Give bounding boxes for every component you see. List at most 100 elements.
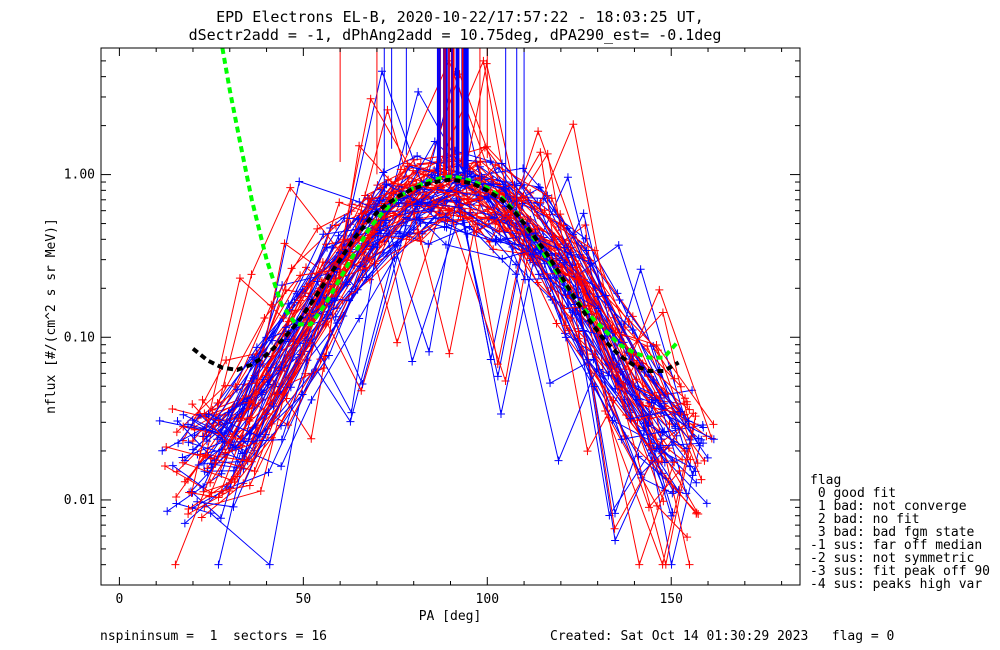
x-tick-label: 0	[115, 592, 123, 607]
data-point	[344, 296, 353, 305]
data-point	[213, 398, 222, 407]
data-point	[267, 419, 276, 428]
data-point	[657, 435, 666, 444]
data-point	[235, 274, 244, 283]
data-point	[188, 416, 197, 425]
data-point	[685, 405, 694, 414]
data-point	[654, 458, 663, 467]
data-point	[384, 175, 393, 184]
legend-entry: 1 bad: not converge	[810, 499, 967, 514]
data-point	[366, 94, 375, 103]
data-point	[273, 390, 282, 399]
data-point	[702, 432, 711, 441]
data-point	[383, 105, 392, 114]
data-point	[550, 232, 559, 241]
data-point	[633, 395, 642, 404]
data-point	[184, 438, 193, 447]
data-point	[279, 314, 288, 323]
data-point	[668, 456, 677, 465]
y-tick-label: 1.00	[64, 168, 95, 183]
data-point	[667, 511, 676, 520]
data-point	[198, 395, 207, 404]
data-point	[709, 435, 718, 444]
data-point	[497, 159, 506, 168]
data-point	[563, 173, 572, 182]
data-point	[543, 149, 552, 158]
data-point	[413, 152, 422, 161]
data-point	[171, 560, 180, 569]
data-point	[611, 328, 620, 337]
data-point	[611, 536, 620, 545]
x-tick-label: 150	[659, 592, 682, 607]
data-point	[626, 414, 635, 423]
data-point	[503, 212, 512, 221]
data-point	[346, 417, 355, 426]
data-point	[658, 427, 667, 436]
data-point	[699, 423, 708, 432]
data-point	[335, 198, 344, 207]
data-point	[582, 355, 591, 364]
data-point	[685, 462, 694, 471]
data-point	[560, 243, 569, 252]
data-point	[427, 207, 436, 216]
data-point	[416, 219, 425, 228]
data-point	[697, 475, 706, 484]
data-point	[676, 407, 685, 416]
x-tick-label: 100	[476, 592, 499, 607]
data-point	[586, 259, 595, 268]
data-point	[280, 239, 289, 248]
data-point	[610, 524, 619, 533]
data-point	[347, 408, 356, 417]
data-point	[455, 203, 464, 212]
data-point	[569, 120, 578, 129]
data-point	[452, 187, 461, 196]
legend-entry: 0 good fit	[810, 486, 896, 501]
data-point	[441, 213, 450, 222]
data-point	[517, 196, 526, 205]
data-point	[605, 393, 614, 402]
y-tick-label: 0.01	[64, 493, 95, 508]
data-point	[574, 327, 583, 336]
data-point	[574, 250, 583, 259]
data-point	[287, 264, 296, 273]
data-point	[362, 264, 371, 273]
data-point	[277, 435, 286, 444]
data-point	[333, 319, 342, 328]
data-point	[225, 486, 234, 495]
data-point	[224, 439, 233, 448]
data-point	[534, 127, 543, 136]
data-point	[452, 196, 461, 205]
data-point	[484, 192, 493, 201]
data-point	[611, 384, 620, 393]
data-point	[188, 400, 197, 409]
data-point	[562, 321, 571, 330]
data-point	[222, 356, 231, 365]
data-point	[172, 467, 181, 476]
data-point	[413, 228, 422, 237]
data-point	[307, 395, 316, 404]
data-point	[488, 175, 497, 184]
data-point	[158, 446, 167, 455]
data-point	[368, 242, 377, 251]
legend-entry: -1 sus: far off median	[810, 538, 982, 553]
data-point	[292, 289, 301, 298]
data-point	[414, 87, 423, 96]
data-point	[649, 376, 658, 385]
data-point	[367, 195, 376, 204]
fit-curves	[191, 48, 681, 373]
data-point	[493, 372, 502, 381]
data-point	[333, 304, 342, 313]
data-point	[203, 450, 212, 459]
data-point	[604, 371, 613, 380]
data-point	[286, 183, 295, 192]
data-point	[269, 402, 278, 411]
data-point	[277, 462, 286, 471]
data-point	[493, 360, 502, 369]
data-point	[579, 209, 588, 218]
data-point	[561, 333, 570, 342]
data-point	[168, 404, 177, 413]
title-line-2: dSectr2add = -1, dPhAng2add = 10.75deg, …	[189, 26, 722, 44]
data-point	[184, 504, 193, 513]
data-point	[183, 420, 192, 429]
data-point	[410, 188, 419, 197]
